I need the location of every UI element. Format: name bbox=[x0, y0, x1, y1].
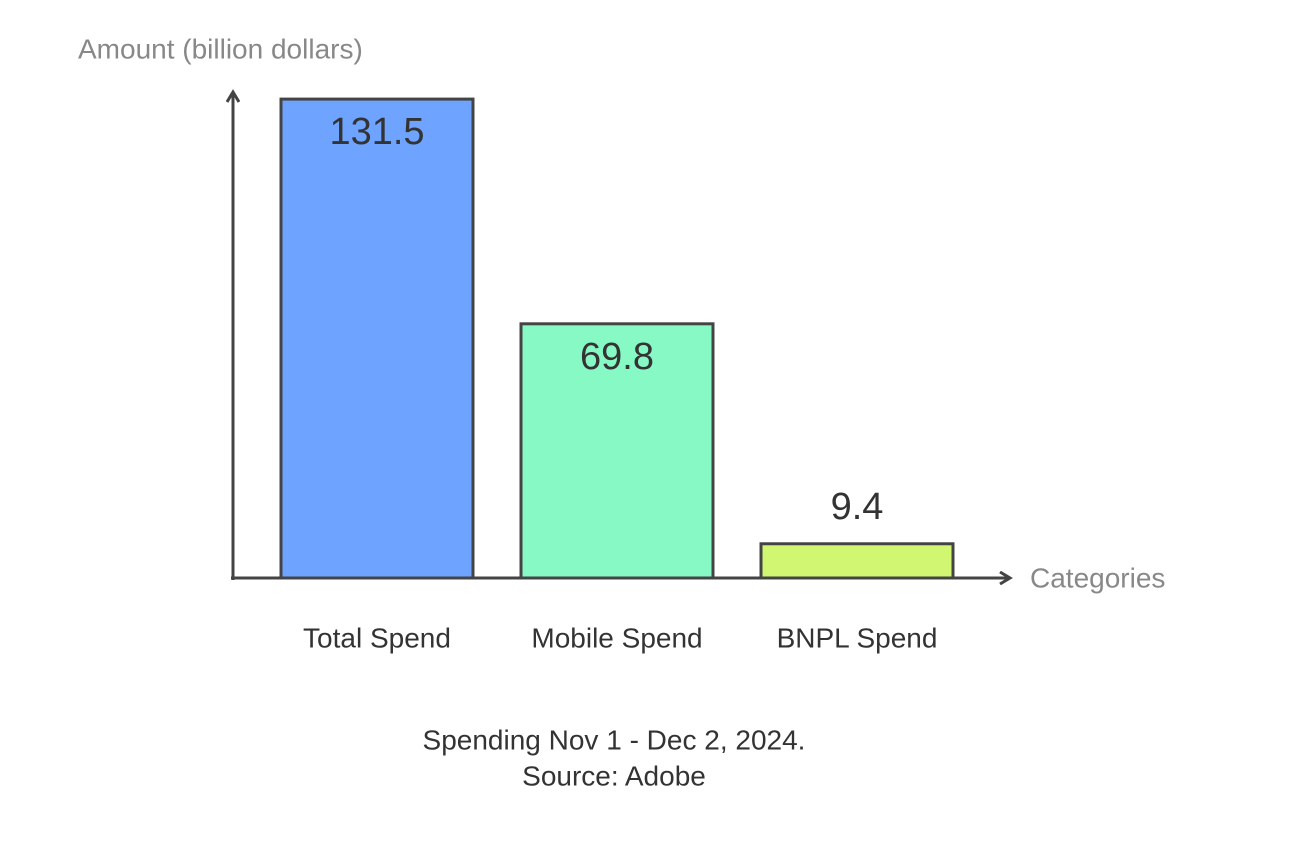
bar bbox=[279, 97, 475, 580]
x-tick-label: Mobile Spend bbox=[531, 622, 702, 653]
bar bbox=[519, 322, 715, 580]
bar bbox=[759, 542, 955, 580]
caption-line: Spending Nov 1 - Dec 2, 2024. bbox=[423, 724, 806, 755]
y-axis-label: Amount (billion dollars) bbox=[78, 33, 363, 64]
x-tick-label: Total Spend bbox=[303, 622, 451, 653]
x-tick-label: BNPL Spend bbox=[777, 622, 938, 653]
value-label: 69.8 bbox=[580, 336, 654, 378]
caption-line: Source: Adobe bbox=[522, 760, 706, 791]
x-axis-label: Categories bbox=[1030, 562, 1165, 593]
value-label: 9.4 bbox=[831, 486, 884, 528]
value-label: 131.5 bbox=[329, 111, 424, 153]
